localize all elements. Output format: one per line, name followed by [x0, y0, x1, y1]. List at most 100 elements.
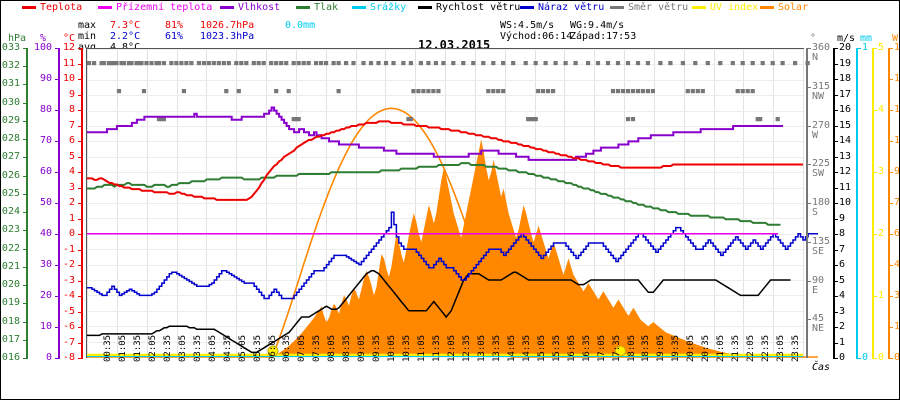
wind-direction-mark	[610, 89, 616, 94]
wind-direction-mark	[546, 89, 551, 94]
axis-tick	[23, 303, 28, 304]
x-tick-label: 06:35	[282, 334, 293, 362]
axis-tick	[806, 242, 811, 243]
wind-direction-mark	[780, 61, 785, 66]
axis-tick-label: 225	[812, 158, 831, 169]
wind-direction-mark	[251, 61, 256, 66]
stat-value: 1026.7hPa	[200, 20, 255, 31]
wind-direction-mark	[274, 89, 279, 94]
axis-tick	[833, 64, 838, 65]
axis-tick-label: 1	[839, 337, 846, 348]
x-tick-label: 07:35	[312, 334, 323, 362]
axis-tick-label: 300	[894, 290, 900, 301]
x-tick-label: 08:05	[327, 334, 338, 362]
wind-direction-mark	[149, 61, 154, 66]
legend-item-teplota[interactable]: Teplota	[22, 2, 82, 15]
x-tick-label: 15:35	[551, 334, 562, 362]
axis-tick-label: E	[812, 285, 819, 296]
axis-tick	[55, 234, 60, 235]
legend-item-vlhkost[interactable]: Vlhkost	[220, 2, 280, 15]
grid-line-horizontal	[87, 111, 803, 112]
x-tick-label: 19:05	[656, 334, 667, 362]
legend-item-n-raz-v-tru[interactable]: Náraz větru	[520, 2, 604, 15]
axis-tick-label: 1019	[0, 297, 20, 308]
axis-tick	[78, 250, 83, 251]
axis-tick-label: 18	[839, 73, 852, 84]
wind-direction-mark	[750, 89, 755, 94]
axis-tick	[888, 110, 893, 111]
axis-tick-label: 0	[894, 352, 900, 363]
axis-tick	[806, 203, 811, 204]
wind-direction-mark	[693, 61, 698, 66]
axis-tick-label: -5	[62, 306, 75, 317]
axis-tick-label: 1027	[0, 151, 20, 162]
axis-tick	[888, 79, 893, 80]
axis-tick-label: 8	[68, 104, 75, 115]
axis-tick	[856, 358, 861, 359]
x-tick-label: 11:05	[417, 334, 428, 362]
wind-direction-mark	[630, 117, 636, 122]
axis-tick	[806, 319, 811, 320]
wind-direction-mark	[563, 61, 568, 66]
axis-tick	[806, 87, 811, 88]
wind-direction-mark	[119, 61, 124, 66]
axis-tick	[78, 126, 83, 127]
axis-tick	[78, 219, 83, 220]
x-tick-label: 20:05	[686, 334, 697, 362]
axis-tick	[55, 265, 60, 266]
legend-item-p-zemn-teplota[interactable]: Přízemní teplota	[98, 2, 212, 15]
axis-tick	[78, 265, 83, 266]
wind-direction-mark	[234, 61, 239, 66]
axis-tick	[78, 64, 83, 65]
axis-tick	[888, 141, 893, 142]
axis-tick-label: 1022	[0, 243, 20, 254]
legend-item-rychlost-v-tru[interactable]: Rychlost větru	[418, 2, 520, 15]
wind-direction-mark	[406, 117, 411, 122]
wind-direction-mark	[730, 61, 735, 66]
axis-tick-label: 1021	[0, 261, 20, 272]
x-tick-label: 11:35	[432, 334, 443, 362]
wind-direction-mark	[770, 61, 775, 66]
axis-tick-label: S	[812, 207, 819, 218]
wind-direction-mark	[526, 117, 531, 122]
axis-tick	[833, 296, 838, 297]
x-tick-label: 02:05	[147, 334, 158, 362]
legend-item-uv-index[interactable]: UV index	[692, 2, 758, 15]
axis-tick-label: 0	[839, 352, 846, 363]
axis-tick	[23, 66, 28, 67]
wind-direction-mark	[551, 89, 556, 94]
legend-swatch-icon	[418, 5, 432, 9]
wind-direction-mark	[523, 61, 528, 66]
axis-tick-label: 11	[62, 58, 75, 69]
x-tick-label: 01:05	[117, 334, 128, 362]
wind-direction-mark	[426, 61, 431, 66]
legend-item-sm-r-v-tru[interactable]: Směr větru	[610, 2, 688, 15]
axis-tick	[833, 157, 838, 158]
wind-direction-mark	[87, 61, 92, 66]
axis-tick-label: 1028	[0, 133, 20, 144]
wind-direction-mark	[630, 89, 636, 94]
axis-tick	[78, 296, 83, 297]
wind-direction-mark	[758, 117, 763, 122]
legend-item-tlak[interactable]: Tlak	[296, 2, 338, 15]
grid-line-horizontal	[87, 141, 803, 142]
axis-tick	[23, 249, 28, 250]
axis-tick	[872, 296, 877, 297]
axis-tick	[78, 141, 83, 142]
legend-item-solar[interactable]: Solar	[760, 2, 808, 15]
wind-direction-mark	[605, 61, 611, 66]
wind-direction-mark	[496, 89, 501, 94]
axis-tick	[78, 203, 83, 204]
axis-tick-label: 4	[878, 104, 885, 115]
wind-direction-mark	[206, 61, 211, 66]
wind-direction-mark	[174, 61, 179, 66]
grid-line-horizontal	[87, 95, 803, 96]
legend-item-sr-ky[interactable]: Srážky	[352, 2, 406, 15]
axis-tick-label: 1016	[0, 352, 20, 363]
x-axis-label: Čas	[812, 362, 831, 373]
axis-tick	[872, 358, 877, 359]
legend-swatch-icon	[610, 5, 624, 9]
axis-header: m/s	[837, 33, 856, 44]
axis-header: hPa	[8, 33, 27, 44]
